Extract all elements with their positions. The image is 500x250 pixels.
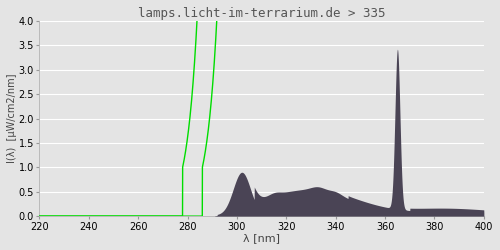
X-axis label: λ [nm]: λ [nm] bbox=[243, 233, 280, 243]
Y-axis label: I(λ)  [µW/cm2/nm]: I(λ) [µW/cm2/nm] bbox=[7, 74, 17, 163]
Title: lamps.licht-im-terrarium.de > 335: lamps.licht-im-terrarium.de > 335 bbox=[138, 7, 386, 20]
